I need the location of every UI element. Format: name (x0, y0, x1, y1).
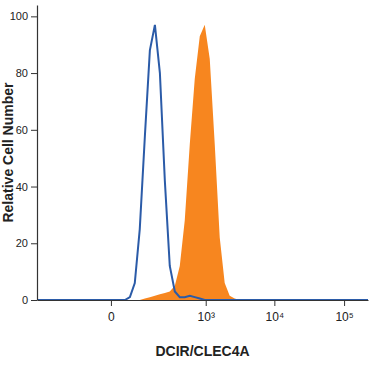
histogram-line (37, 25, 368, 300)
x-tick-mark (274, 300, 275, 306)
y-axis-title: Relative Cell Number (0, 82, 16, 223)
y-tick-mark (31, 130, 37, 131)
y-tick: 40 (16, 181, 37, 193)
y-tick: 100 (10, 10, 37, 22)
y-tick-label: 80 (16, 67, 28, 79)
x-tick-label: 10⁴ (266, 310, 285, 324)
y-tick: 20 (16, 237, 37, 249)
y-tick-label: 60 (16, 124, 28, 136)
y-axis-line (37, 6, 38, 301)
y-tick-label: 40 (16, 181, 28, 193)
y-tick-mark (31, 243, 37, 244)
y-tick-mark (31, 73, 37, 74)
y-tick: 60 (16, 124, 37, 136)
x-tick-label: 0 (108, 310, 115, 324)
x-tick-mark (206, 300, 207, 306)
y-tick-mark (31, 187, 37, 188)
y-tick-label: 20 (16, 237, 28, 249)
x-tick-label: 10³ (198, 310, 215, 324)
x-tick-mark (344, 300, 345, 306)
x-tick: 10⁵ (335, 300, 353, 324)
y-tick-mark (31, 300, 37, 301)
x-axis-title: DCIR/CLEC4A (155, 343, 249, 359)
y-tick-mark (31, 16, 37, 17)
x-axis: 0 10³ 10⁴ 10⁵ (38, 300, 369, 324)
x-tick-label: 10⁵ (335, 310, 353, 324)
x-axis-line (38, 300, 369, 301)
x-tick: 10⁴ (266, 300, 285, 324)
y-tick-label: 100 (10, 10, 28, 22)
histogram-area (37, 25, 368, 300)
plot-area (37, 25, 368, 300)
y-tick: 0 (22, 294, 37, 306)
x-tick: 10³ (198, 300, 215, 324)
x-tick-mark (111, 300, 112, 306)
y-tick: 80 (16, 67, 37, 79)
y-tick-label: 0 (22, 294, 28, 306)
x-tick: 0 (108, 300, 115, 324)
chart: 0 10³ 10⁴ 10⁵ 0 20 40 60 80 100 DCIR/CLEC4A Relativ… (0, 0, 371, 372)
